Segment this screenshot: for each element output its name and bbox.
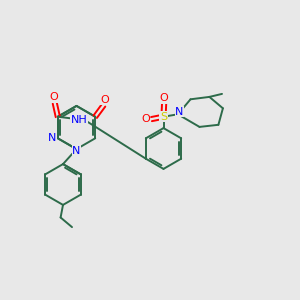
Text: O: O [160,93,169,103]
Text: N: N [175,107,184,117]
Text: N: N [72,146,81,156]
Text: O: O [50,92,58,102]
Text: O: O [141,114,150,124]
Text: N: N [48,133,57,143]
Text: O: O [101,95,110,105]
Text: NH: NH [70,115,87,125]
Text: S: S [160,112,167,122]
